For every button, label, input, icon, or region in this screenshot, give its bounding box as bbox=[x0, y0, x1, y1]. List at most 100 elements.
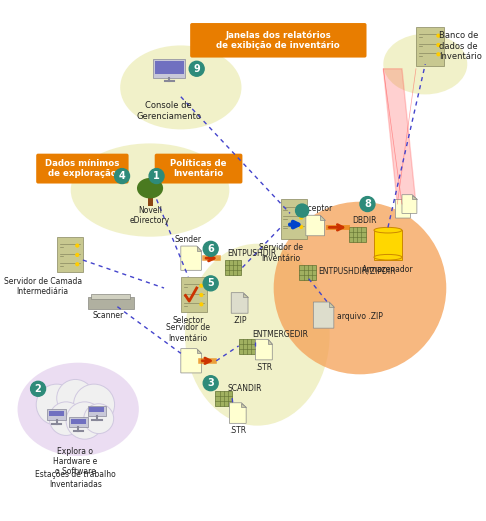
Polygon shape bbox=[329, 302, 334, 307]
Text: arquivo .ZIP: arquivo .ZIP bbox=[337, 312, 382, 320]
Bar bbox=[153, 59, 186, 78]
Bar bbox=[349, 227, 365, 242]
Text: ENTPUSHDIR: ENTPUSHDIR bbox=[227, 249, 277, 258]
Text: Selector: Selector bbox=[173, 316, 204, 325]
Polygon shape bbox=[396, 200, 410, 218]
Polygon shape bbox=[320, 215, 325, 220]
Circle shape bbox=[84, 404, 114, 433]
Circle shape bbox=[437, 53, 440, 56]
Circle shape bbox=[57, 379, 94, 417]
Bar bbox=[57, 237, 83, 272]
Circle shape bbox=[73, 384, 115, 425]
Polygon shape bbox=[242, 403, 246, 407]
Text: Novell
eDirectory: Novell eDirectory bbox=[130, 206, 170, 225]
Circle shape bbox=[295, 204, 309, 217]
Circle shape bbox=[300, 207, 303, 209]
Circle shape bbox=[300, 226, 303, 228]
Polygon shape bbox=[383, 69, 416, 204]
Bar bbox=[89, 407, 104, 412]
Ellipse shape bbox=[71, 143, 229, 237]
Bar bbox=[181, 277, 207, 312]
Polygon shape bbox=[402, 195, 417, 214]
Text: 3: 3 bbox=[208, 378, 214, 388]
Ellipse shape bbox=[17, 363, 139, 456]
Circle shape bbox=[76, 244, 79, 247]
Text: 2: 2 bbox=[35, 384, 41, 394]
Circle shape bbox=[437, 44, 440, 46]
Bar bbox=[87, 405, 106, 416]
Text: Armazenador: Armazenador bbox=[362, 265, 414, 274]
Circle shape bbox=[189, 61, 204, 76]
Polygon shape bbox=[197, 246, 201, 251]
Text: .ZIP: .ZIP bbox=[232, 316, 247, 325]
Bar bbox=[416, 27, 444, 66]
Circle shape bbox=[200, 303, 203, 306]
Text: Políticas de
Inventário: Políticas de Inventário bbox=[170, 159, 227, 178]
Polygon shape bbox=[231, 293, 248, 313]
Circle shape bbox=[115, 169, 129, 183]
Circle shape bbox=[203, 276, 218, 291]
Polygon shape bbox=[406, 200, 410, 204]
Polygon shape bbox=[412, 195, 417, 200]
Polygon shape bbox=[181, 246, 201, 270]
Text: 5: 5 bbox=[208, 278, 214, 288]
Text: 4: 4 bbox=[119, 171, 125, 181]
Polygon shape bbox=[268, 339, 272, 344]
Bar bbox=[299, 265, 316, 280]
Ellipse shape bbox=[185, 244, 330, 426]
Circle shape bbox=[49, 402, 83, 436]
Text: 6: 6 bbox=[208, 244, 214, 254]
Text: Sender: Sender bbox=[175, 235, 202, 244]
Text: .STR: .STR bbox=[229, 426, 246, 435]
Polygon shape bbox=[306, 215, 325, 236]
FancyBboxPatch shape bbox=[190, 23, 366, 57]
Circle shape bbox=[31, 381, 46, 396]
Text: Scanner: Scanner bbox=[92, 312, 123, 320]
Text: Servidor de Camada
Intermediária: Servidor de Camada Intermediária bbox=[4, 277, 82, 296]
FancyBboxPatch shape bbox=[36, 154, 129, 183]
Text: Janelas dos relatórios
de exibição de inventário: Janelas dos relatórios de exibição de in… bbox=[216, 30, 340, 50]
Polygon shape bbox=[229, 403, 246, 424]
Text: .STR: .STR bbox=[255, 363, 273, 371]
Circle shape bbox=[36, 384, 77, 425]
Bar bbox=[374, 230, 402, 260]
Bar bbox=[148, 195, 153, 206]
Bar bbox=[281, 200, 307, 239]
Bar bbox=[87, 297, 134, 308]
Text: Estações de trabalho
Inventariadas: Estações de trabalho Inventariadas bbox=[35, 470, 116, 489]
Bar bbox=[215, 391, 232, 405]
Polygon shape bbox=[181, 349, 201, 373]
Circle shape bbox=[200, 294, 203, 296]
Circle shape bbox=[149, 169, 164, 183]
Circle shape bbox=[300, 216, 303, 219]
Circle shape bbox=[76, 254, 79, 256]
Circle shape bbox=[360, 196, 375, 212]
Polygon shape bbox=[243, 293, 248, 297]
Ellipse shape bbox=[137, 178, 163, 199]
Ellipse shape bbox=[383, 34, 467, 94]
Circle shape bbox=[437, 34, 440, 37]
Text: DBDIR: DBDIR bbox=[352, 216, 377, 226]
Bar bbox=[49, 411, 64, 416]
Bar bbox=[239, 339, 256, 354]
Polygon shape bbox=[197, 349, 201, 353]
FancyBboxPatch shape bbox=[155, 154, 243, 183]
Bar bbox=[69, 417, 87, 427]
Ellipse shape bbox=[274, 202, 446, 374]
Text: 1: 1 bbox=[153, 171, 160, 181]
Text: 9: 9 bbox=[193, 64, 200, 74]
Bar bbox=[91, 294, 130, 299]
Text: Servidor de
Inventário: Servidor de Inventário bbox=[259, 243, 303, 263]
Circle shape bbox=[200, 284, 203, 287]
Circle shape bbox=[76, 263, 79, 266]
Bar bbox=[155, 61, 184, 74]
Bar bbox=[225, 260, 242, 275]
Text: 8: 8 bbox=[364, 199, 371, 209]
Bar bbox=[71, 419, 86, 424]
Circle shape bbox=[66, 402, 104, 439]
Polygon shape bbox=[313, 302, 334, 328]
Text: ENTMERGEDIR: ENTMERGEDIR bbox=[253, 330, 309, 339]
Text: SCANDIR: SCANDIR bbox=[227, 384, 262, 393]
Ellipse shape bbox=[374, 254, 402, 260]
Ellipse shape bbox=[374, 227, 402, 233]
